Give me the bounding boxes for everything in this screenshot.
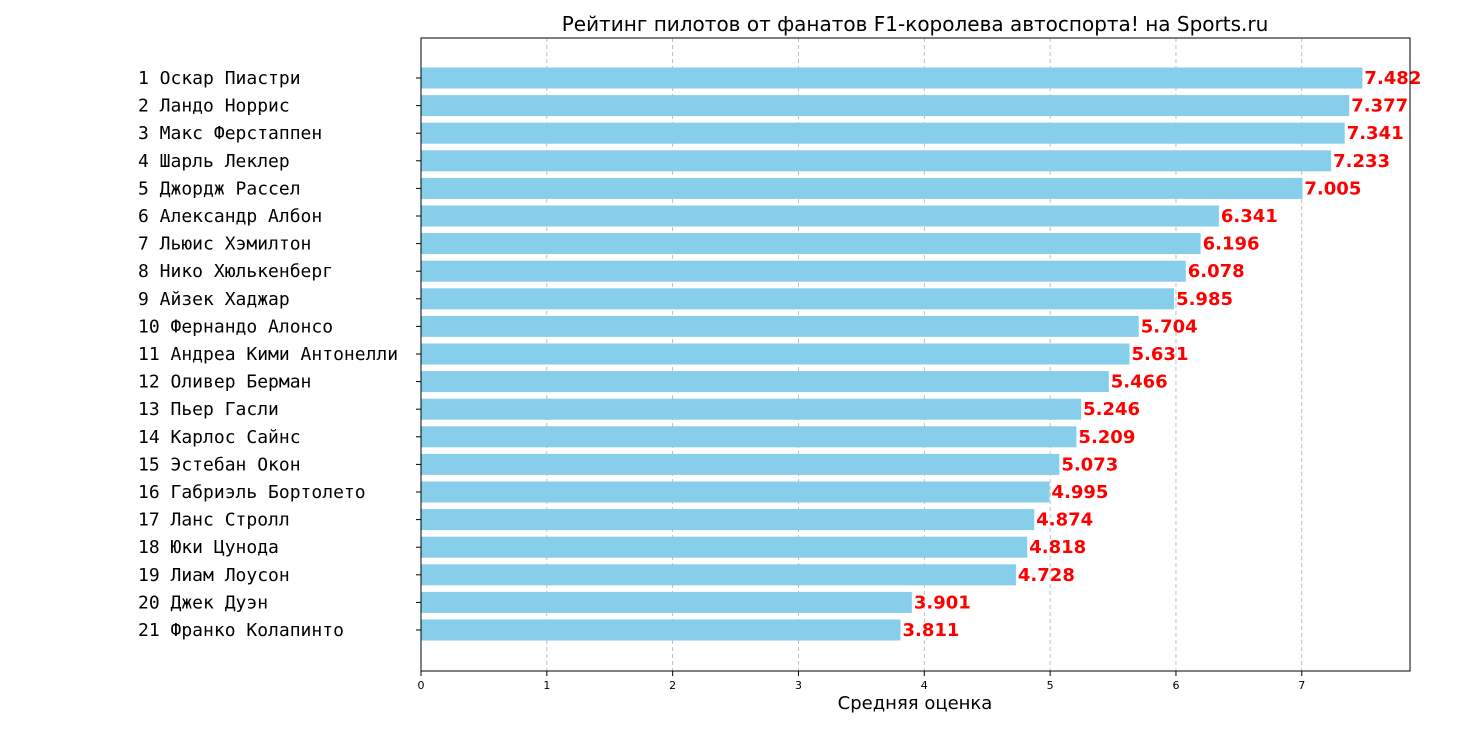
data-label: 4.818 bbox=[1029, 537, 1086, 558]
category-label: 1 Оскар Пиастри bbox=[138, 68, 301, 89]
data-label: 5.985 bbox=[1176, 289, 1233, 310]
x-tick-label: 6 bbox=[1172, 679, 1179, 692]
category-label: 20 Джек Дуэн bbox=[138, 592, 268, 613]
data-label: 3.901 bbox=[914, 592, 971, 613]
bars bbox=[421, 67, 1363, 641]
category-label: 11 Андреа Кими Антонелли bbox=[138, 344, 398, 365]
data-label: 4.995 bbox=[1052, 482, 1109, 503]
bar bbox=[421, 260, 1186, 282]
bar bbox=[421, 453, 1060, 475]
bar bbox=[421, 564, 1016, 586]
x-tick-label: 5 bbox=[1047, 679, 1054, 692]
data-label: 6.078 bbox=[1188, 261, 1245, 282]
data-label: 7.005 bbox=[1304, 178, 1361, 199]
data-label: 7.377 bbox=[1351, 96, 1408, 117]
bar bbox=[421, 536, 1028, 558]
bar bbox=[421, 619, 901, 641]
x-tick-label: 1 bbox=[543, 679, 550, 692]
bar bbox=[421, 67, 1363, 89]
data-label: 7.341 bbox=[1347, 123, 1404, 144]
category-labels: 1 Оскар Пиастри 2 Ландо Норрис 3 Макс Ферс… bbox=[138, 68, 421, 641]
bar bbox=[421, 481, 1050, 503]
bar bbox=[421, 398, 1082, 420]
data-label: 6.341 bbox=[1221, 206, 1278, 227]
data-label: 5.209 bbox=[1078, 427, 1135, 448]
x-tick-label: 2 bbox=[669, 679, 676, 692]
category-label: 8 Нико Хюлькенберг bbox=[138, 261, 333, 282]
category-label: 12 Оливер Берман bbox=[138, 372, 311, 393]
data-label: 5.631 bbox=[1132, 344, 1189, 365]
bar bbox=[421, 233, 1201, 255]
x-tick-label: 3 bbox=[795, 679, 802, 692]
category-label: 7 Льюис Хэмилтон bbox=[138, 234, 311, 255]
bar bbox=[421, 95, 1350, 117]
chart-title: Рейтинг пилотов от фанатов F1-королева а… bbox=[562, 12, 1269, 36]
category-label: 17 Ланс Стролл bbox=[138, 510, 290, 531]
category-label: 3 Макс Ферстаппен bbox=[138, 123, 322, 144]
data-label: 5.073 bbox=[1061, 454, 1118, 475]
category-label: 10 Фернандо Алонсо bbox=[138, 316, 333, 337]
data-label: 7.482 bbox=[1364, 68, 1421, 89]
category-label: 19 Лиам Лоусон bbox=[138, 565, 290, 586]
x-axis-label: Средняя оценка bbox=[838, 693, 993, 714]
category-label: 16 Габриэль Бортолето bbox=[138, 482, 366, 503]
bar bbox=[421, 122, 1345, 144]
bar bbox=[421, 371, 1109, 393]
data-label: 5.466 bbox=[1111, 372, 1168, 393]
bar bbox=[421, 426, 1077, 448]
x-tick-label: 7 bbox=[1298, 679, 1305, 692]
category-label: 15 Эстебан Окон bbox=[138, 454, 301, 475]
bar bbox=[421, 288, 1175, 310]
data-label: 5.704 bbox=[1141, 316, 1198, 337]
category-label: 5 Джордж Рассел bbox=[138, 178, 301, 199]
x-tick-label: 4 bbox=[921, 679, 928, 692]
category-label: 2 Ландо Норрис bbox=[138, 96, 290, 117]
category-label: 18 Юки Цунода bbox=[138, 537, 279, 558]
category-label: 6 Александр Албон bbox=[138, 206, 322, 227]
bar bbox=[421, 343, 1130, 365]
category-label: 14 Карлос Сайнс bbox=[138, 427, 301, 448]
data-label: 3.811 bbox=[903, 620, 960, 641]
data-label: 4.874 bbox=[1036, 510, 1093, 531]
bar bbox=[421, 205, 1219, 227]
data-label: 7.233 bbox=[1333, 151, 1390, 172]
bar bbox=[421, 315, 1139, 337]
bar bbox=[421, 177, 1303, 199]
x-axis-ticks: 0 1 2 3 4 5 6 7 bbox=[418, 671, 1305, 692]
category-label: 9 Айзек Хаджар bbox=[138, 289, 290, 310]
x-tick-label: 0 bbox=[418, 679, 425, 692]
data-label: 4.728 bbox=[1018, 565, 1075, 586]
bar bbox=[421, 509, 1035, 531]
data-label: 6.196 bbox=[1203, 234, 1260, 255]
value-labels: 7.482 7.377 7.341 7.233 7.005 6.341 6.196 6.078… bbox=[903, 68, 1422, 641]
category-label: 13 Пьер Гасли bbox=[138, 399, 279, 420]
category-label: 21 Франко Колапинто bbox=[138, 620, 344, 641]
data-label: 5.246 bbox=[1083, 399, 1140, 420]
bar bbox=[421, 591, 912, 613]
plot-area-frame bbox=[420, 37, 1411, 672]
category-label: 4 Шарль Леклер bbox=[138, 151, 290, 172]
bar bbox=[421, 150, 1332, 172]
